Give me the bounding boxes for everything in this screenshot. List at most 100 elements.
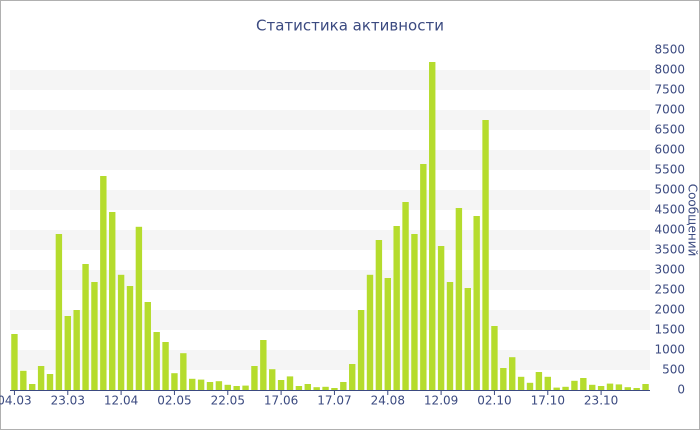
bar <box>295 386 303 390</box>
y-tick-label: 7500 <box>654 83 685 97</box>
bar <box>500 368 507 390</box>
bar <box>509 357 516 390</box>
bar <box>37 366 45 390</box>
bar <box>162 342 169 390</box>
y-tick-label: 7000 <box>654 103 685 117</box>
bar <box>126 286 134 390</box>
y-tick-label: 3000 <box>654 263 685 277</box>
x-tick-label: 24.08 <box>371 394 405 408</box>
bar <box>366 274 374 390</box>
chart-title: Статистика активности <box>256 17 444 35</box>
y-tick-label: 6000 <box>654 143 685 157</box>
bar <box>180 353 187 390</box>
bar <box>269 369 276 390</box>
bar <box>375 240 383 390</box>
bar <box>224 384 231 390</box>
bar <box>597 386 605 390</box>
bar <box>544 376 551 390</box>
y-tick-label: 2000 <box>654 303 685 317</box>
grid-band <box>10 350 650 370</box>
bar <box>553 387 560 390</box>
bar <box>277 380 285 390</box>
bar <box>411 234 418 390</box>
y-tick-label: 1500 <box>654 323 685 337</box>
y-tick-label: 1000 <box>654 343 685 357</box>
x-tick-label: 17.07 <box>317 394 351 408</box>
x-tick-label: 17.06 <box>264 394 298 408</box>
bar <box>242 385 249 390</box>
bar <box>464 288 471 390</box>
bar <box>402 202 409 390</box>
bar <box>526 382 534 390</box>
y-tick-label: 0 <box>677 383 685 397</box>
bar <box>73 310 80 390</box>
bar <box>437 246 445 390</box>
x-tick-label: 23.10 <box>584 394 618 408</box>
bar <box>624 387 631 390</box>
y-tick-label: 500 <box>662 363 685 377</box>
bar <box>340 382 347 390</box>
bar <box>144 302 151 390</box>
bar <box>46 374 54 390</box>
bar <box>100 176 107 390</box>
bar <box>562 386 569 390</box>
x-tick-label: 23.03 <box>51 394 85 408</box>
bar <box>349 364 356 390</box>
bar <box>260 340 267 390</box>
grid-band <box>10 150 650 170</box>
bar <box>189 378 196 390</box>
x-tick-label: 04.03 <box>0 394 32 408</box>
x-tick-label: 02.05 <box>157 394 191 408</box>
y-tick-label: 4500 <box>654 203 685 217</box>
bar <box>482 120 489 390</box>
bar <box>473 216 480 390</box>
bar <box>109 212 116 390</box>
bar <box>535 372 543 390</box>
bar <box>455 208 463 390</box>
bar <box>197 379 205 390</box>
bar <box>251 366 258 390</box>
bar <box>29 384 36 390</box>
bar <box>91 282 98 390</box>
grid-band <box>10 270 650 290</box>
bar <box>580 378 587 390</box>
bar <box>286 376 294 390</box>
bar <box>420 164 427 390</box>
bar <box>20 370 27 390</box>
x-tick-label: 12.04 <box>104 394 138 408</box>
grid-band <box>10 70 650 90</box>
grid-band <box>10 110 650 130</box>
bar <box>135 226 143 390</box>
grid-band <box>10 190 650 210</box>
y-tick-label: 8000 <box>654 63 685 77</box>
bar <box>82 264 89 390</box>
x-tick-label: 12.09 <box>424 394 458 408</box>
bar <box>633 388 640 390</box>
bar <box>393 226 400 390</box>
bar <box>55 234 63 390</box>
bar <box>304 384 311 390</box>
y-tick-label: 4000 <box>654 223 685 237</box>
bar <box>64 316 71 390</box>
bar <box>117 274 125 390</box>
bar <box>446 282 454 390</box>
bar <box>571 380 578 390</box>
bar <box>171 373 178 390</box>
bar <box>429 62 436 390</box>
bar <box>384 278 391 390</box>
grid-band <box>10 310 650 330</box>
bar <box>11 334 18 390</box>
bar <box>233 386 240 390</box>
bar <box>331 388 338 390</box>
bar <box>615 384 623 390</box>
bar <box>153 332 160 390</box>
bar <box>491 326 498 390</box>
bar <box>642 384 649 390</box>
y-tick-label: 6500 <box>654 123 685 137</box>
bar <box>313 387 320 390</box>
bar <box>589 384 596 390</box>
x-tick-label: 17.10 <box>531 394 565 408</box>
bar <box>215 381 223 390</box>
y-tick-label: 3500 <box>654 243 685 257</box>
